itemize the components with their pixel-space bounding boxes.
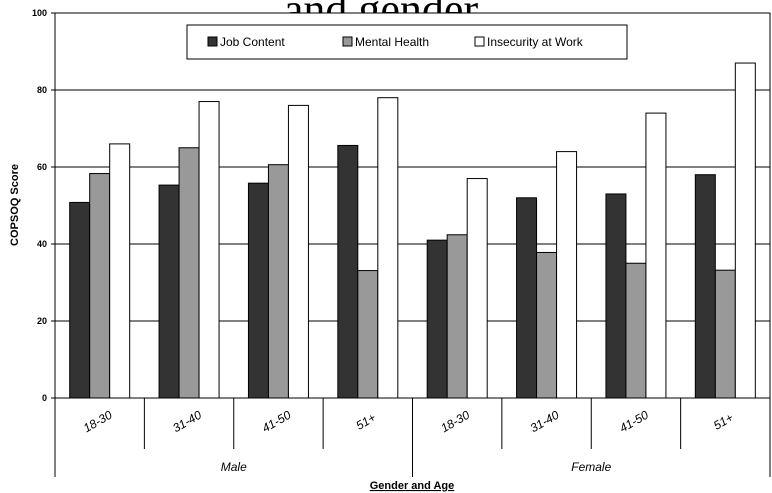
bar	[158, 184, 180, 399]
bar	[357, 270, 379, 399]
legend-swatch	[207, 36, 218, 47]
bar	[89, 173, 111, 399]
category-label: 18-30	[81, 408, 115, 436]
legend-swatch	[474, 36, 485, 47]
y-tick-label: 40	[37, 239, 47, 249]
bar	[247, 182, 269, 399]
category-label: 31-40	[170, 408, 204, 436]
bar	[198, 101, 220, 399]
group-label: Female	[571, 460, 611, 474]
bar	[426, 239, 448, 399]
bar	[337, 144, 359, 399]
bar	[267, 164, 289, 399]
bar	[605, 193, 627, 399]
group-labels: Male Female	[221, 460, 612, 474]
x-axis-label: Gender and Age	[370, 480, 455, 492]
bars	[69, 62, 756, 399]
bar	[714, 269, 736, 399]
y-tick-label: 20	[37, 316, 47, 326]
legend-label: Mental Health	[355, 35, 429, 49]
y-tick-label: 100	[32, 8, 47, 18]
bar	[69, 201, 91, 399]
bar	[377, 97, 399, 399]
category-label: 31-40	[528, 408, 562, 436]
bar	[287, 104, 309, 399]
bar	[734, 62, 756, 399]
category-label: 41-50	[260, 408, 294, 436]
y-tick-label: 60	[37, 162, 47, 172]
y-tick-label: 0	[42, 393, 47, 403]
bar	[536, 251, 558, 399]
bar	[556, 151, 578, 399]
bar	[645, 112, 667, 399]
legend: Job Content Mental Health Insecurity at Wo…	[186, 24, 628, 60]
bar	[446, 234, 468, 399]
bar	[694, 174, 716, 399]
category-label: 51+	[353, 410, 378, 432]
y-tick-label: 80	[37, 85, 47, 95]
category-label: 18-30	[438, 408, 472, 436]
y-tick-labels: 0 20 40 60 80 100	[32, 8, 47, 403]
legend-swatch	[342, 36, 353, 47]
bar	[109, 143, 131, 399]
legend-box	[186, 24, 628, 60]
bar	[466, 178, 488, 399]
category-labels: 18-30 31-40 41-50 51+ 18-30 31-40 41-50 51+	[81, 408, 736, 436]
axes	[54, 13, 771, 477]
group-label: Male	[221, 460, 247, 474]
category-label: 41-50	[617, 408, 651, 436]
legend-label: Job Content	[220, 35, 285, 49]
bar	[625, 262, 647, 399]
bar	[178, 147, 200, 399]
category-label: 51+	[711, 410, 736, 432]
legend-label: Insecurity at Work	[487, 35, 584, 49]
bar	[516, 197, 538, 399]
y-axis-label: COPSOQ Score	[9, 164, 21, 246]
